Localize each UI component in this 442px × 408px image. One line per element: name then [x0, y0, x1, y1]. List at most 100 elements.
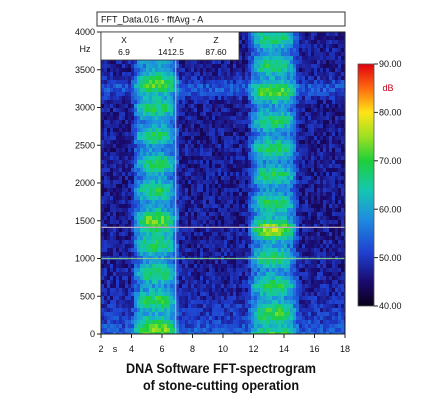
heatmap-cell	[179, 232, 183, 237]
heatmap-cell	[281, 152, 285, 157]
heatmap-cell	[233, 228, 237, 233]
heatmap-cell	[167, 244, 171, 249]
heatmap-cell	[278, 252, 282, 257]
heatmap-cell	[242, 300, 246, 305]
heatmap-cell	[239, 304, 243, 309]
heatmap-cell	[275, 320, 279, 325]
heatmap-cell	[116, 188, 120, 193]
heatmap-cell	[146, 208, 150, 213]
heatmap-cell	[101, 268, 105, 273]
heatmap-cell	[245, 276, 249, 281]
heatmap-cell	[239, 184, 243, 189]
heatmap-cell	[203, 120, 207, 125]
heatmap-cell	[185, 64, 189, 69]
heatmap-cell	[116, 80, 120, 85]
heatmap-cell	[254, 100, 258, 105]
heatmap-cell	[101, 272, 105, 277]
heatmap-cell	[110, 72, 114, 77]
heatmap-cell	[272, 116, 276, 121]
heatmap-cell	[215, 96, 219, 101]
heatmap-cell	[125, 316, 129, 321]
heatmap-cell	[293, 84, 297, 89]
heatmap-cell	[293, 260, 297, 265]
heatmap-cell	[215, 160, 219, 165]
heatmap-cell	[170, 64, 174, 69]
heatmap-cell	[182, 148, 186, 153]
heatmap-cell	[146, 284, 150, 289]
heatmap-cell	[143, 104, 147, 109]
heatmap-cell	[143, 324, 147, 329]
heatmap-cell	[251, 64, 255, 69]
heatmap-cell	[257, 76, 261, 81]
heatmap-cell	[164, 60, 168, 65]
heatmap-cell	[179, 204, 183, 209]
heatmap-cell	[152, 164, 156, 169]
heatmap-cell	[242, 92, 246, 97]
heatmap-cell	[269, 180, 273, 185]
heatmap-cell	[227, 192, 231, 197]
heatmap-cell	[203, 284, 207, 289]
heatmap-cell	[128, 308, 132, 313]
heatmap-cell	[251, 128, 255, 133]
heatmap-cell	[278, 240, 282, 245]
heatmap-cell	[158, 84, 162, 89]
heatmap-cell	[227, 248, 231, 253]
heatmap-cell	[287, 252, 291, 257]
heatmap-cell	[113, 316, 117, 321]
heatmap-cell	[164, 144, 168, 149]
heatmap-cell	[176, 112, 180, 117]
heatmap-cell	[167, 120, 171, 125]
heatmap-cell	[200, 88, 204, 93]
heatmap-cell	[260, 320, 264, 325]
heatmap-cell	[269, 116, 273, 121]
heatmap-cell	[131, 76, 135, 81]
heatmap-cell	[239, 80, 243, 85]
heatmap-cell	[296, 172, 300, 177]
heatmap-cell	[140, 304, 144, 309]
heatmap-cell	[152, 64, 156, 69]
heatmap-cell	[236, 252, 240, 257]
heatmap-cell	[143, 204, 147, 209]
heatmap-cell	[284, 212, 288, 217]
heatmap-cell	[110, 212, 114, 217]
heatmap-cell	[215, 272, 219, 277]
heatmap-cell	[110, 196, 114, 201]
heatmap-cell	[203, 292, 207, 297]
heatmap-cell	[245, 36, 249, 41]
heatmap-cell	[164, 120, 168, 125]
heatmap-cell	[272, 36, 276, 41]
heatmap-cell	[176, 104, 180, 109]
heatmap-cell	[149, 216, 153, 221]
heatmap-cell	[176, 64, 180, 69]
heatmap-cell	[104, 144, 108, 149]
heatmap-cell	[272, 32, 276, 37]
heatmap-cell	[263, 136, 267, 141]
heatmap-cell	[233, 272, 237, 277]
heatmap-cell	[239, 208, 243, 213]
heatmap-cell	[173, 312, 177, 317]
heatmap-cell	[164, 248, 168, 253]
heatmap-cell	[293, 152, 297, 157]
heatmap-cell	[116, 304, 120, 309]
heatmap-cell	[266, 308, 270, 313]
heatmap-cell	[290, 276, 294, 281]
heatmap-cell	[239, 248, 243, 253]
heatmap-cell	[266, 152, 270, 157]
heatmap-cell	[236, 80, 240, 85]
heatmap-cell	[122, 184, 126, 189]
heatmap-cell	[125, 224, 129, 229]
heatmap-cell	[287, 72, 291, 77]
heatmap-cell	[179, 132, 183, 137]
heatmap-cell	[143, 96, 147, 101]
heatmap-cell	[296, 244, 300, 249]
heatmap-cell	[101, 200, 105, 205]
heatmap-cell	[179, 284, 183, 289]
heatmap-cell	[287, 176, 291, 181]
heatmap-cell	[137, 228, 141, 233]
heatmap-cell	[146, 128, 150, 133]
heatmap-cell	[131, 100, 135, 105]
heatmap-cell	[266, 328, 270, 333]
heatmap-cell	[107, 64, 111, 69]
heatmap-cell	[266, 124, 270, 129]
heatmap-cell	[200, 144, 204, 149]
